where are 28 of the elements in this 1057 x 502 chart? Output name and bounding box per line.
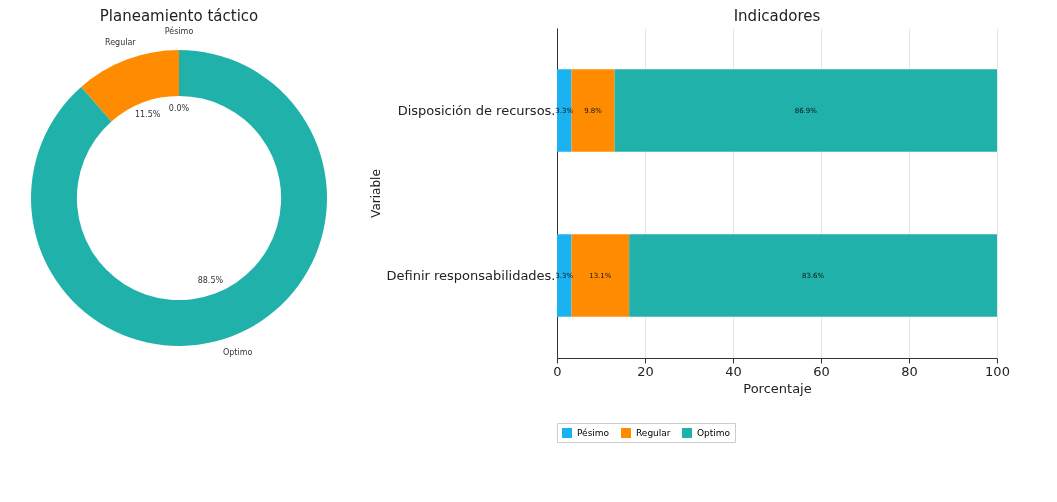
x-tick-label: 20 bbox=[637, 363, 654, 379]
bar bbox=[557, 234, 572, 317]
slice-label: Optimo bbox=[222, 348, 253, 358]
legend-label: Regular bbox=[636, 428, 671, 438]
legend-label: Pésimo bbox=[577, 428, 610, 438]
bar bbox=[571, 69, 615, 152]
donut-slice bbox=[31, 50, 327, 346]
y-axis-title: Variable bbox=[368, 169, 383, 218]
chart-title: Indicadores bbox=[733, 7, 821, 25]
x-tick-label: 80 bbox=[901, 363, 918, 379]
y-tick-label: Definir responsabilidades. bbox=[386, 267, 556, 283]
bar bbox=[571, 234, 630, 317]
bar bbox=[614, 69, 997, 152]
slice-label: Regular bbox=[104, 37, 137, 47]
chart-title: Planeamiento táctico bbox=[99, 7, 259, 25]
legend-label: Optimo bbox=[697, 428, 731, 438]
y-tick-label: Disposición de recursos. bbox=[397, 102, 556, 118]
data-label: 11.5% bbox=[134, 109, 161, 119]
text: 0.0% bbox=[168, 104, 190, 114]
x-tick-label: 60 bbox=[813, 363, 830, 379]
bar bbox=[557, 69, 572, 152]
data-label: 88.5% bbox=[197, 276, 224, 286]
x-tick-label: 0 bbox=[553, 363, 562, 379]
x-axis-title: Porcentaje bbox=[743, 380, 812, 396]
bar bbox=[629, 234, 997, 317]
category-label: Pésimo bbox=[164, 27, 194, 36]
x-tick-label: 40 bbox=[725, 363, 742, 379]
x-tick-label: 100 bbox=[985, 363, 1010, 379]
